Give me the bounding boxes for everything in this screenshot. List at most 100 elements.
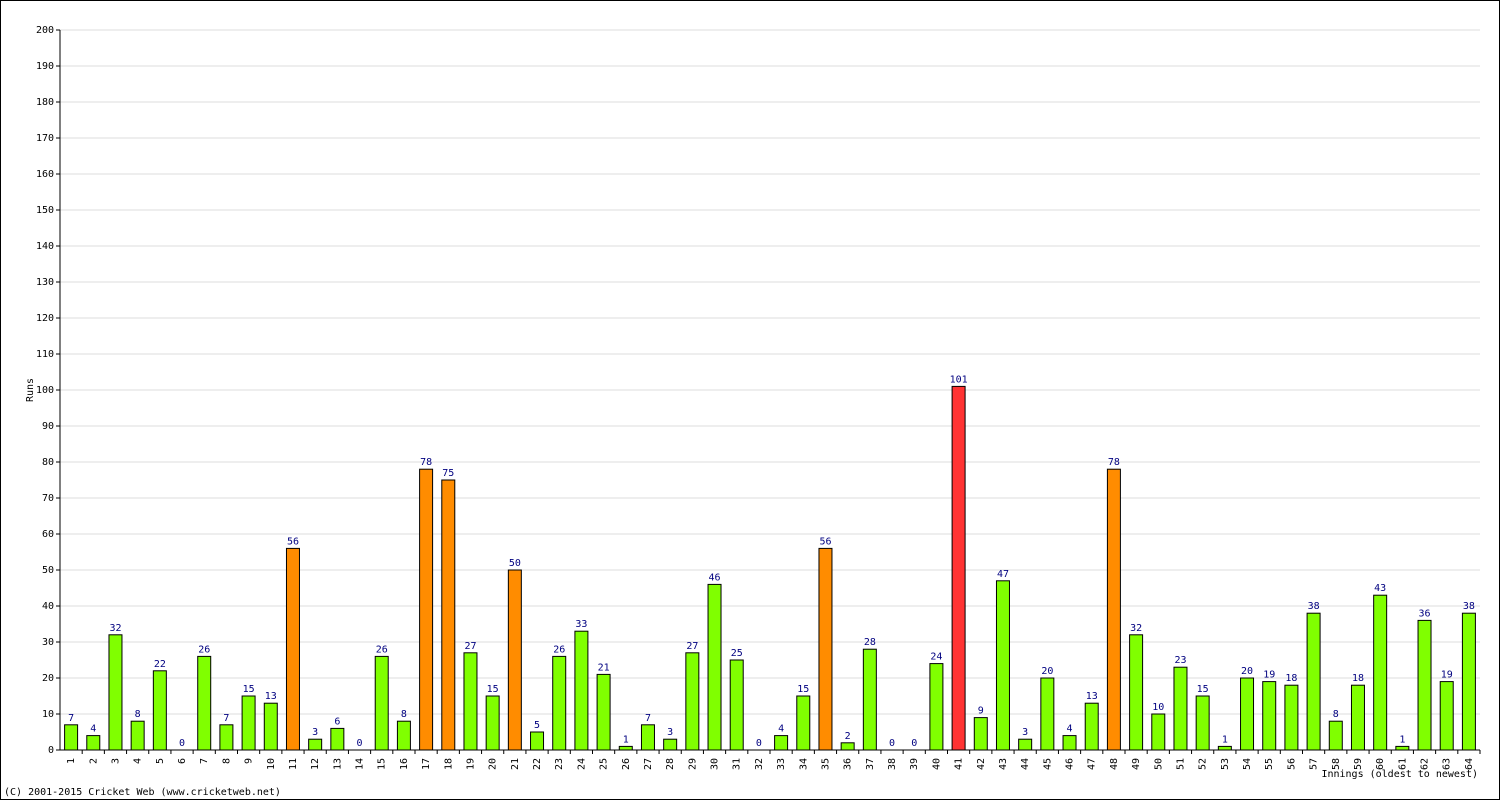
value-label: 4 — [90, 724, 96, 735]
x-tick-label: 52 — [1198, 758, 1209, 770]
x-tick-label: 54 — [1242, 758, 1253, 770]
x-tick-label: 58 — [1331, 758, 1342, 770]
x-tick-label: 30 — [710, 758, 721, 770]
bar — [995, 580, 1010, 751]
value-label: 26 — [376, 644, 388, 655]
value-label: 27 — [464, 641, 476, 652]
bar — [596, 673, 611, 751]
x-tick-label: 19 — [465, 758, 476, 770]
value-label: 8 — [135, 709, 141, 720]
x-tick-label: 23 — [554, 758, 565, 770]
x-tick-label: 55 — [1264, 758, 1275, 770]
value-label: 0 — [756, 738, 762, 749]
bar — [396, 720, 411, 751]
x-tick-label: 17 — [421, 758, 432, 770]
y-tick-label: 190 — [36, 61, 54, 72]
value-label: 15 — [1197, 684, 1209, 695]
bar — [729, 659, 744, 751]
value-label: 15 — [487, 684, 499, 695]
x-tick-label: 27 — [643, 758, 654, 770]
value-label: 7 — [68, 713, 74, 724]
bar — [707, 583, 722, 751]
value-label: 18 — [1352, 673, 1364, 684]
x-tick-label: 14 — [355, 758, 366, 770]
x-tick-label: 24 — [576, 758, 587, 770]
value-label: 3 — [667, 727, 673, 738]
x-tick-label: 7 — [199, 758, 210, 764]
value-label: 56 — [287, 536, 299, 547]
bar — [1173, 666, 1188, 751]
bar — [308, 738, 323, 751]
value-label: 15 — [243, 684, 255, 695]
x-tick-label: 12 — [310, 758, 321, 770]
value-label: 26 — [198, 644, 210, 655]
value-label: 46 — [709, 572, 721, 583]
bar — [1284, 684, 1299, 751]
x-tick-label: 53 — [1220, 758, 1231, 770]
bar — [64, 724, 79, 751]
y-tick-label: 30 — [42, 637, 54, 648]
y-tick-label: 140 — [36, 241, 54, 252]
value-label: 19 — [1441, 670, 1453, 681]
bar — [1306, 612, 1321, 751]
value-label: 1 — [1222, 734, 1228, 745]
value-label: 75 — [442, 468, 454, 479]
value-label: 56 — [819, 536, 831, 547]
value-label: 7 — [223, 713, 229, 724]
bar — [640, 724, 655, 751]
value-label: 20 — [1041, 666, 1053, 677]
value-label: 19 — [1263, 670, 1275, 681]
bar — [1350, 684, 1365, 751]
bar — [840, 742, 855, 751]
value-label: 5 — [534, 720, 540, 731]
x-tick-label: 60 — [1375, 758, 1386, 770]
bar — [951, 385, 966, 751]
y-tick-label: 130 — [36, 277, 54, 288]
value-label: 22 — [154, 659, 166, 670]
y-tick-label: 0 — [48, 745, 54, 756]
value-label: 10 — [1152, 702, 1164, 713]
x-tick-label: 25 — [599, 758, 610, 770]
x-tick-label: 18 — [443, 758, 454, 770]
value-label: 23 — [1174, 655, 1186, 666]
y-tick-label: 40 — [42, 601, 54, 612]
bar — [152, 670, 167, 751]
y-tick-label: 10 — [42, 709, 54, 720]
value-label: 0 — [357, 738, 363, 749]
x-tick-label: 2 — [88, 758, 99, 764]
x-tick-label: 3 — [110, 758, 121, 764]
bar — [1084, 702, 1099, 751]
bar — [796, 695, 811, 751]
x-tick-label: 15 — [377, 758, 388, 770]
y-tick-label: 180 — [36, 97, 54, 108]
x-tick-label: 8 — [221, 758, 232, 764]
x-tick-label: 43 — [998, 758, 1009, 770]
x-tick-label: 1 — [66, 758, 77, 764]
bar — [197, 655, 212, 751]
bar — [86, 735, 101, 751]
bar — [330, 727, 345, 751]
value-label: 13 — [265, 691, 277, 702]
bar — [1062, 735, 1077, 751]
x-tick-label: 36 — [843, 758, 854, 770]
bar — [285, 547, 300, 751]
bar — [1129, 634, 1144, 751]
value-label: 21 — [598, 662, 610, 673]
x-tick-label: 63 — [1442, 758, 1453, 770]
x-tick-label: 32 — [754, 758, 765, 770]
bar — [552, 655, 567, 751]
x-tick-label: 46 — [1065, 758, 1076, 770]
y-tick-label: 120 — [36, 313, 54, 324]
footer: (C) 2001-2015 Cricket Web (www.cricketwe… — [4, 787, 281, 798]
x-tick-label: 21 — [510, 758, 521, 770]
x-tick-label: 20 — [488, 758, 499, 770]
bar — [973, 717, 988, 751]
y-tick-label: 110 — [36, 349, 54, 360]
x-tick-label: 45 — [1042, 758, 1053, 770]
bar — [1395, 745, 1410, 751]
x-tick-label: 10 — [266, 758, 277, 770]
x-tick-label: 59 — [1353, 758, 1364, 770]
y-tick-label: 80 — [42, 457, 54, 468]
x-tick-label: 11 — [288, 758, 299, 770]
